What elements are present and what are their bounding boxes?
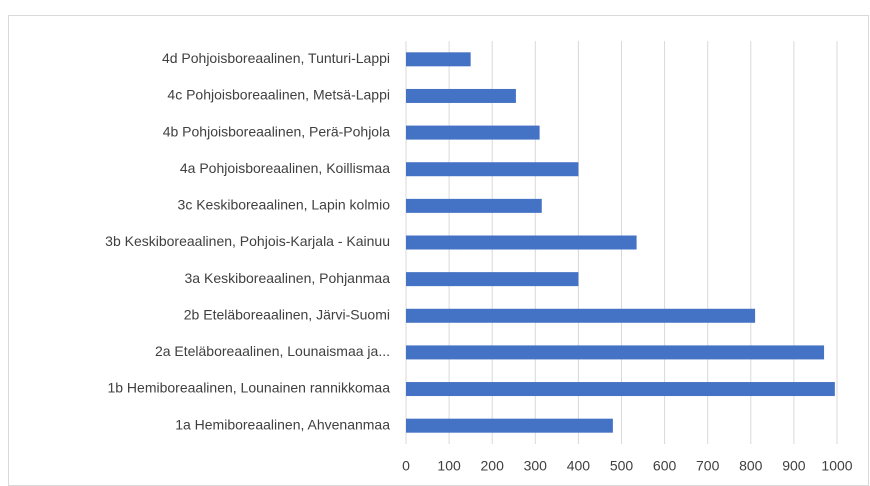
x-tick-label: 100 — [437, 458, 461, 474]
chart-frame — [8, 15, 869, 486]
bar — [406, 272, 579, 287]
x-tick-label: 800 — [739, 458, 763, 474]
y-tick-label: 3a Keskiboreaalinen, Pohjanmaa — [185, 270, 391, 286]
bar — [406, 345, 825, 360]
y-tick-label: 4d Pohjoisboreaalinen, Tunturi-Lappi — [162, 50, 390, 66]
x-tick-label: 0 — [402, 458, 410, 474]
x-tick-label: 900 — [782, 458, 806, 474]
y-tick-label: 2b Eteläboreaalinen, Järvi-Suomi — [184, 306, 390, 322]
bar — [406, 418, 613, 433]
x-tick-label: 500 — [610, 458, 634, 474]
bar — [406, 88, 516, 103]
y-tick-label: 3c Keskiboreaalinen, Lapin kolmio — [178, 197, 391, 213]
y-tick-label: 4a Pohjoisboreaalinen, Koillismaa — [180, 160, 390, 176]
bar — [406, 235, 637, 250]
y-tick-label: 2a Eteläboreaalinen, Lounaismaa ja... — [155, 343, 390, 359]
bar — [406, 308, 756, 323]
y-tick-label: 1a Hemiboreaalinen, Ahvenanmaa — [175, 416, 390, 432]
bar — [406, 198, 542, 213]
bar — [406, 52, 471, 67]
bar — [406, 382, 835, 397]
x-tick-label: 700 — [696, 458, 720, 474]
y-tick-label: 1b Hemiboreaalinen, Lounainen rannikkoma… — [107, 380, 390, 396]
y-tick-label: 3b Keskiboreaalinen, Pohjois-Karjala - K… — [105, 233, 390, 249]
x-tick-label: 300 — [524, 458, 548, 474]
x-tick-label: 200 — [481, 458, 505, 474]
y-tick-label: 4b Pohjoisboreaalinen, Perä-Pohjola — [163, 123, 390, 139]
bar — [406, 162, 579, 177]
x-tick-label: 400 — [567, 458, 591, 474]
y-tick-label: 4c Pohjoisboreaalinen, Metsä-Lappi — [167, 87, 390, 103]
x-tick-label: 600 — [653, 458, 677, 474]
x-tick-label: 1000 — [821, 458, 852, 474]
bar — [406, 125, 540, 140]
